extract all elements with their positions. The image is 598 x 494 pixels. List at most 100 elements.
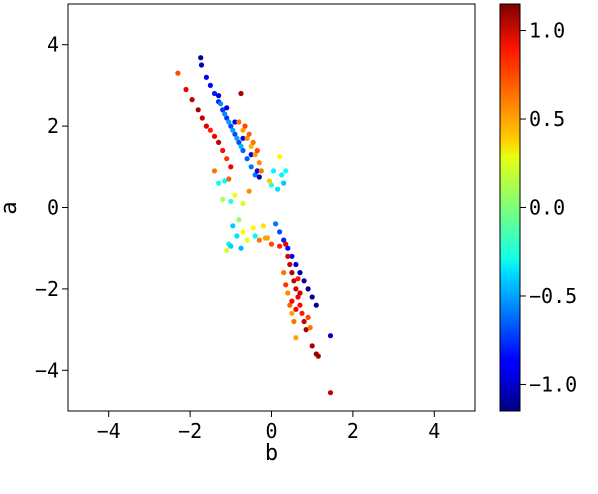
data-point bbox=[240, 135, 246, 141]
data-point bbox=[295, 276, 301, 282]
data-point bbox=[211, 133, 218, 139]
data-point bbox=[254, 168, 260, 174]
data-point bbox=[291, 278, 297, 284]
data-point bbox=[250, 225, 256, 231]
data-point bbox=[301, 318, 307, 325]
data-point bbox=[303, 327, 309, 333]
data-point bbox=[244, 135, 250, 141]
data-point bbox=[207, 127, 213, 133]
data-point bbox=[230, 127, 236, 133]
data-point bbox=[293, 286, 299, 292]
data-point bbox=[224, 115, 230, 121]
data-point bbox=[293, 261, 299, 268]
data-point bbox=[277, 154, 283, 160]
data-point bbox=[281, 237, 287, 243]
data-point bbox=[305, 314, 311, 320]
y-tick-label: 2 bbox=[47, 114, 59, 138]
data-point bbox=[327, 333, 334, 339]
data-point bbox=[220, 107, 226, 113]
colorbar bbox=[499, 3, 521, 412]
data-point bbox=[281, 270, 287, 276]
x-axis-label: b bbox=[265, 441, 278, 466]
data-point bbox=[220, 196, 226, 202]
data-point bbox=[189, 97, 195, 103]
data-point bbox=[299, 310, 305, 316]
data-point bbox=[199, 115, 205, 121]
data-point bbox=[277, 229, 283, 235]
data-point bbox=[297, 302, 303, 308]
data-point bbox=[297, 290, 303, 296]
data-point bbox=[211, 168, 218, 174]
data-point bbox=[220, 147, 226, 154]
data-point bbox=[228, 164, 234, 170]
data-point bbox=[211, 90, 218, 97]
data-point bbox=[305, 286, 311, 292]
data-point bbox=[327, 390, 334, 396]
data-point bbox=[242, 123, 248, 129]
data-point bbox=[238, 90, 244, 97]
colorbar-tick-label: 0.0 bbox=[529, 196, 565, 220]
data-point bbox=[230, 223, 236, 229]
data-point bbox=[309, 343, 315, 349]
x-tick-label: −2 bbox=[178, 419, 202, 443]
data-point bbox=[285, 245, 291, 251]
data-point bbox=[293, 335, 299, 341]
data-point bbox=[238, 143, 244, 149]
data-point bbox=[224, 247, 230, 253]
data-point bbox=[289, 253, 295, 259]
data-point bbox=[246, 131, 252, 137]
data-points bbox=[175, 55, 334, 396]
data-point bbox=[254, 147, 260, 154]
colorbar-tick-label: 0.5 bbox=[529, 107, 565, 131]
data-point bbox=[252, 172, 258, 178]
data-point bbox=[183, 86, 189, 93]
data-point bbox=[268, 182, 275, 188]
data-point bbox=[216, 93, 222, 99]
data-point bbox=[256, 237, 262, 243]
data-point bbox=[222, 111, 228, 117]
data-point bbox=[248, 143, 254, 149]
data-point bbox=[203, 74, 209, 80]
data-point bbox=[228, 243, 234, 249]
data-point bbox=[195, 107, 201, 113]
data-point bbox=[264, 235, 270, 241]
data-point bbox=[285, 290, 291, 296]
data-point bbox=[252, 233, 258, 239]
data-point bbox=[270, 168, 277, 174]
data-point bbox=[216, 139, 222, 145]
x-tick-label: 0 bbox=[265, 419, 277, 443]
data-point bbox=[279, 172, 285, 178]
y-tick-label: 0 bbox=[47, 196, 59, 220]
data-point bbox=[287, 302, 293, 308]
data-point bbox=[256, 160, 262, 166]
colorbar-ticks: −1.0 −0.5 0.0 0.5 1.0 bbox=[520, 19, 577, 396]
y-tick-label: 4 bbox=[47, 33, 59, 57]
data-point bbox=[281, 180, 287, 186]
data-point bbox=[258, 168, 264, 174]
data-point bbox=[289, 270, 295, 276]
data-point bbox=[248, 164, 254, 170]
plot-frame bbox=[67, 3, 476, 412]
data-point bbox=[283, 241, 289, 247]
data-point bbox=[203, 123, 209, 129]
data-point bbox=[226, 119, 232, 125]
data-point bbox=[228, 198, 234, 204]
x-tick-label: −4 bbox=[97, 419, 121, 443]
data-point bbox=[232, 131, 238, 137]
data-point bbox=[295, 294, 301, 300]
y-tick-label: −2 bbox=[35, 277, 59, 301]
y-axis-ticks: −4 −2 0 2 4 bbox=[35, 33, 68, 382]
data-point bbox=[307, 325, 313, 331]
data-point bbox=[236, 119, 242, 125]
data-point bbox=[283, 168, 289, 174]
data-point bbox=[246, 188, 252, 194]
data-point bbox=[224, 156, 230, 162]
y-tick-label: −4 bbox=[35, 358, 59, 382]
data-point bbox=[236, 139, 242, 145]
x-tick-label: 2 bbox=[347, 419, 359, 443]
x-axis-ticks: −4 −2 0 2 4 bbox=[97, 411, 440, 443]
data-point bbox=[289, 310, 295, 316]
data-point bbox=[222, 178, 228, 184]
data-point bbox=[244, 237, 250, 243]
